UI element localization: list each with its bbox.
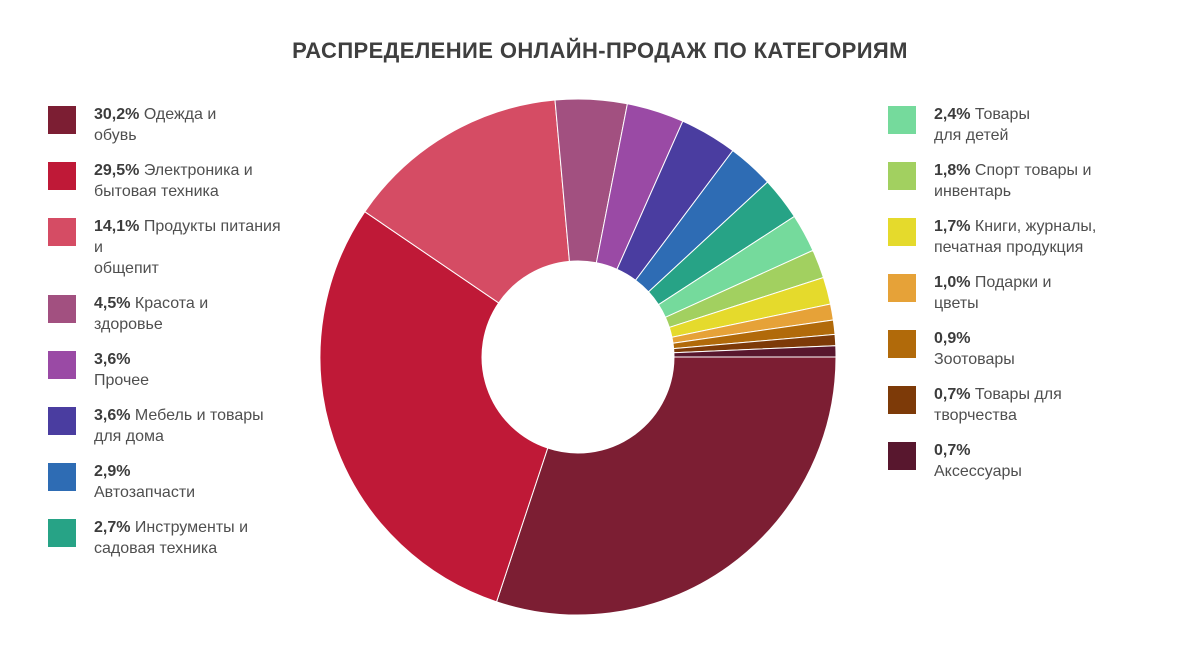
legend-percent: 1,7% xyxy=(934,218,971,235)
chart-title: РАСПРЕДЕЛЕНИЕ ОНЛАЙН-ПРОДАЖ ПО КАТЕГОРИЯ… xyxy=(292,38,908,63)
legend-percent: 0,9% xyxy=(934,330,971,347)
legend-label: 30,2% Одежда и обувь xyxy=(94,106,217,144)
legend-swatch xyxy=(48,295,76,323)
legend-item: 2,7% Инструменты и садовая техника xyxy=(48,517,288,559)
legend-label: 2,9% Автозапчасти xyxy=(94,463,196,501)
legend-label: 0,9% Зоотовары xyxy=(934,330,1015,368)
legend-item: 3,6% Мебель и товары для дома xyxy=(48,405,288,447)
legend-swatch xyxy=(888,106,916,134)
legend-item: 29,5% Электроника и бытовая техника xyxy=(48,160,288,202)
legend-label: 29,5% Электроника и бытовая техника xyxy=(94,162,253,200)
legend-item: 0,7% Аксессуары xyxy=(888,440,1128,482)
legend-swatch xyxy=(48,407,76,435)
legend-swatch xyxy=(48,463,76,491)
legend-label: 1,8% Спорт товары и инвентарь xyxy=(934,162,1092,200)
legend-percent: 2,7% xyxy=(94,519,131,536)
legend-swatch xyxy=(888,330,916,358)
legend-percent: 1,8% xyxy=(934,162,971,179)
legend-percent: 29,5% xyxy=(94,162,140,179)
legend-swatch xyxy=(48,218,76,246)
legend-label: 3,6% Прочее xyxy=(94,351,150,389)
legend-swatch xyxy=(48,351,76,379)
legend-item: 1,0% Подарки и цветы xyxy=(888,272,1128,314)
legend-swatch xyxy=(888,162,916,190)
legend-item: 3,6% Прочее xyxy=(48,349,288,391)
legend-label: 1,7% Книги, журналы, печатная продукция xyxy=(934,218,1097,256)
legend-label: 0,7% Товары для творчества xyxy=(934,386,1062,424)
legend-label: 2,7% Инструменты и садовая техника xyxy=(94,519,249,557)
legend-item: 4,5% Красота и здоровье xyxy=(48,293,288,335)
legend-left-column: 30,2% Одежда и обувь 29,5% Электроника и бы… xyxy=(48,104,288,573)
legend-percent: 2,4% xyxy=(934,106,971,123)
legend-swatch xyxy=(48,162,76,190)
legend-item: 0,7% Товары для творчества xyxy=(888,384,1128,426)
legend-label: 2,4% Товары для детей xyxy=(934,106,1030,144)
legend-item: 2,4% Товары для детей xyxy=(888,104,1128,146)
pie-slice-15 xyxy=(673,345,837,358)
legend-item: 0,9% Зоотовары xyxy=(888,328,1128,370)
legend-item: 30,2% Одежда и обувь xyxy=(48,104,288,146)
legend-percent: 0,7% xyxy=(934,386,971,403)
pie-slice-3 xyxy=(364,99,570,304)
legend-percent: 30,2% xyxy=(94,106,140,123)
legend-swatch xyxy=(888,274,916,302)
legend-item: 2,9% Автозапчасти xyxy=(48,461,288,503)
legend-swatch xyxy=(48,106,76,134)
legend-percent: 3,6% xyxy=(94,407,131,424)
legend-item: 1,8% Спорт товары и инвентарь xyxy=(888,160,1128,202)
legend-item: 1,7% Книги, журналы, печатная продукция xyxy=(888,216,1128,258)
legend-swatch xyxy=(888,386,916,414)
legend-percent: 2,9% xyxy=(94,463,131,480)
legend-label: 1,0% Подарки и цветы xyxy=(934,274,1052,312)
legend-label: 4,5% Красота и здоровье xyxy=(94,295,209,333)
pie-slice-1 xyxy=(495,356,837,616)
legend-percent: 4,5% xyxy=(94,295,131,312)
legend-percent: 1,0% xyxy=(934,274,971,291)
legend-swatch xyxy=(888,218,916,246)
legend-label: 3,6% Мебель и товары для дома xyxy=(94,407,264,445)
legend-swatch xyxy=(48,519,76,547)
legend-label: 0,7% Аксессуары xyxy=(934,442,1022,480)
legend-percent: 3,6% xyxy=(94,351,131,368)
pie-slice-2 xyxy=(319,211,549,603)
legend-label: 14,1% Продукты питания и общепит xyxy=(94,218,281,277)
legend-item: 14,1% Продукты питания и общепит xyxy=(48,216,288,279)
legend-swatch xyxy=(888,442,916,470)
donut-chart xyxy=(319,98,837,616)
legend-percent: 0,7% xyxy=(934,442,971,459)
legend-percent: 14,1% xyxy=(94,218,140,235)
